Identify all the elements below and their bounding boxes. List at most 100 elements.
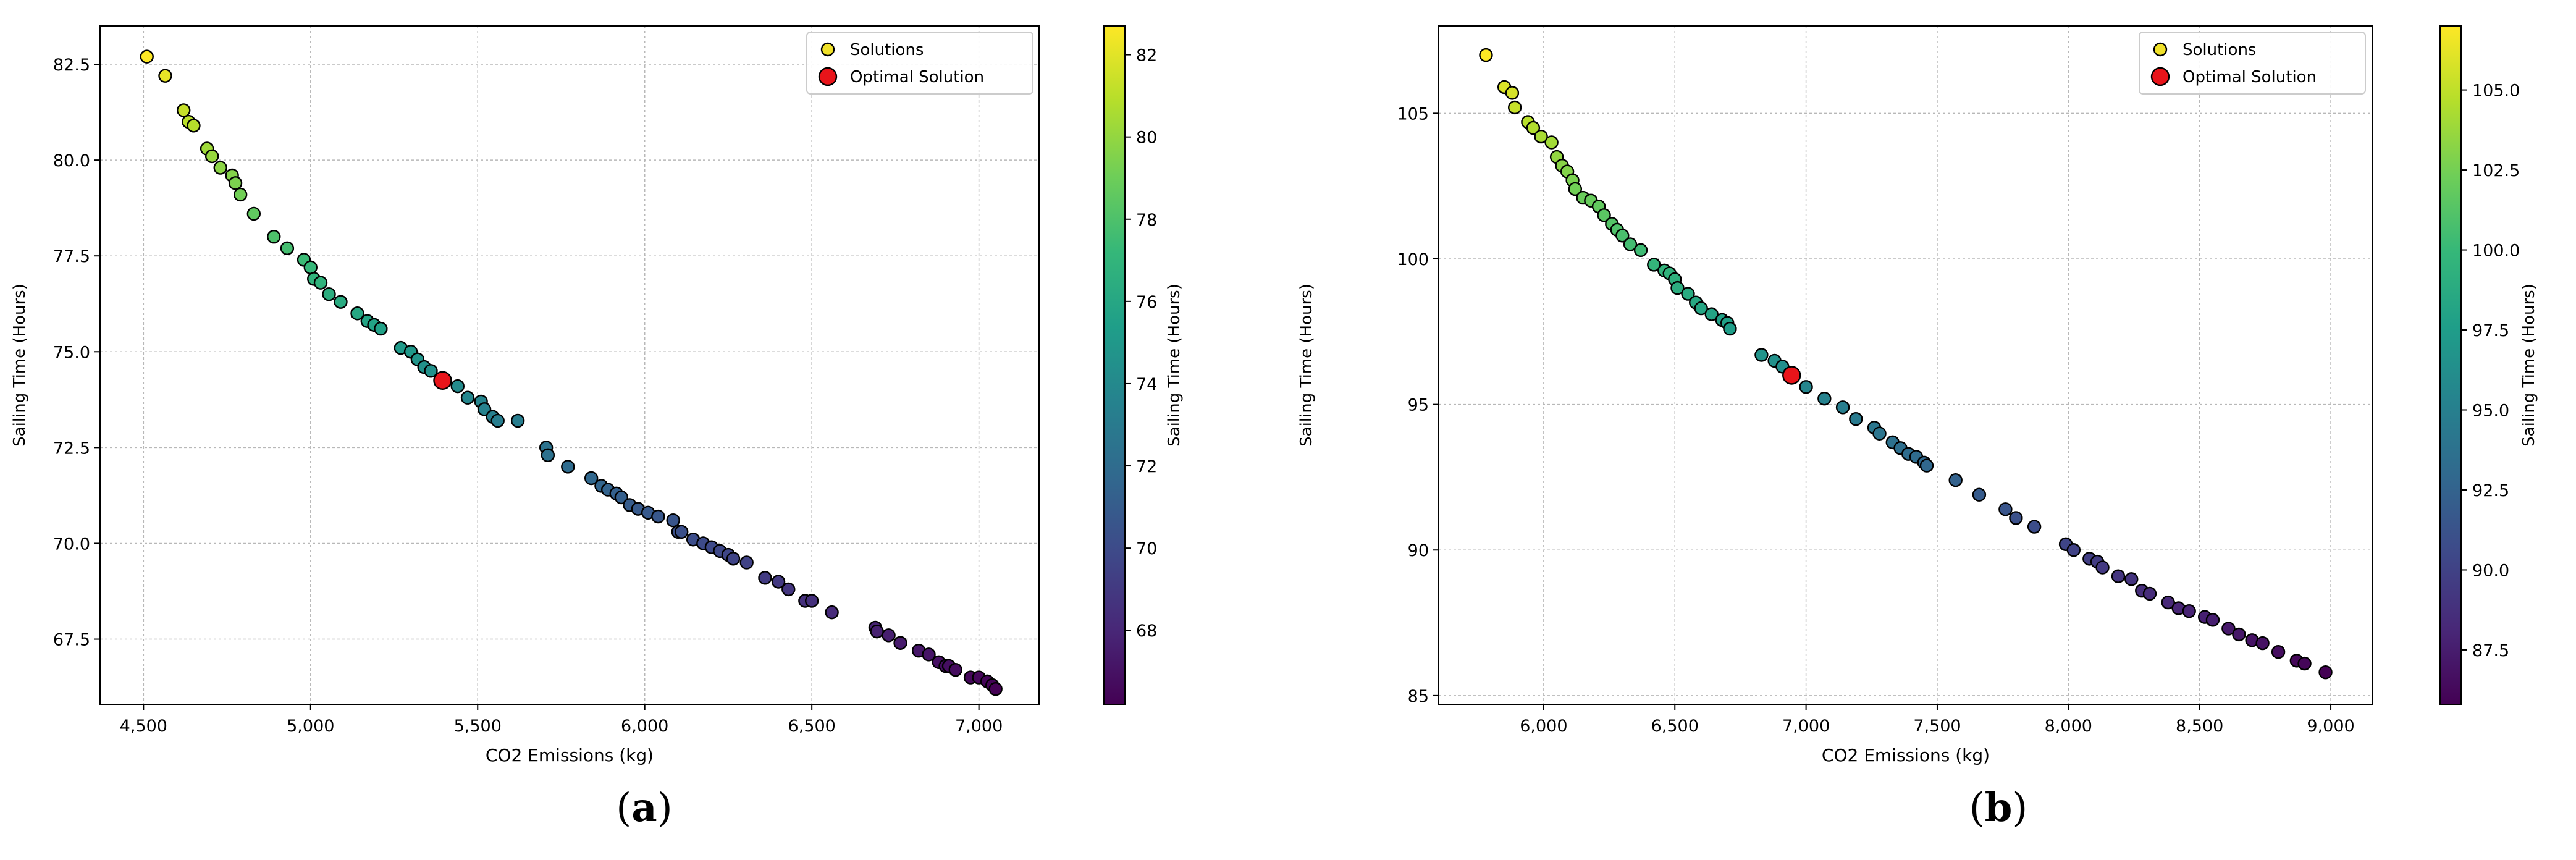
x-axis-label: CO2 Emissions (kg)	[486, 745, 654, 765]
y-axis: 85 90 95 100 105	[1397, 104, 1439, 706]
solution-point	[1670, 280, 1685, 295]
solution-point	[771, 575, 786, 589]
colorbar-tick-label: 87.5	[2472, 641, 2509, 660]
solution-point	[2009, 511, 2023, 525]
colorbar-tick-label: 68	[1136, 622, 1157, 641]
colorbar-label: Sailing Time (Hours)	[1165, 284, 1184, 447]
solution-point	[322, 287, 336, 301]
colorbar-tick-label: 82	[1136, 46, 1157, 65]
colorbar-tick-label: 97.5	[2472, 321, 2509, 340]
solution-point	[2221, 622, 2236, 636]
solution-point	[303, 260, 318, 275]
x-tick-label: 5,000	[287, 717, 334, 736]
y-axis-label: Sailing Time (Hours)	[11, 284, 29, 447]
solution-point	[2318, 665, 2333, 680]
chart-panel-b: 6,000 6,500 7,000 7,500 8,000 8,500 9,000 CO2 E…	[1288, 0, 2576, 860]
legend-box	[2139, 32, 2366, 95]
x-tick-label: 6,500	[788, 717, 836, 736]
y-tick-label: 95	[1408, 396, 1429, 415]
legend-marker-solutions	[820, 42, 835, 57]
solution-point	[781, 582, 796, 597]
solution-point	[313, 276, 328, 290]
y-tick-label: 72.5	[53, 439, 90, 458]
panel-label-b: b	[1984, 785, 2013, 831]
colorbar-tick-label: 95.0	[2472, 402, 2509, 421]
solution-point	[726, 552, 741, 566]
solution-point	[1507, 100, 1522, 115]
colorbar-tick-label: 74	[1136, 375, 1157, 394]
colorbar-tick-label: 100.0	[2472, 242, 2520, 261]
solution-point	[2255, 636, 2270, 651]
x-tick-label: 7,000	[955, 717, 1003, 736]
solution-point	[666, 513, 680, 528]
solution-point	[1754, 348, 1769, 362]
y-tick-label: 90	[1408, 541, 1429, 560]
solution-point	[1544, 135, 1559, 150]
solution-point	[177, 103, 191, 117]
solution-point	[460, 390, 475, 405]
solution-point	[1817, 391, 1832, 406]
solution-point	[1647, 258, 1661, 272]
solution-point	[825, 605, 839, 620]
solution-point	[1505, 86, 1520, 100]
x-tick-label: 6,000	[621, 717, 668, 736]
solution-point	[882, 628, 896, 643]
solution-point	[140, 49, 154, 64]
colorbar	[1103, 25, 1126, 705]
solution-point	[1704, 307, 1719, 321]
solution-point	[1998, 502, 2013, 516]
solution-point	[477, 402, 492, 416]
solution-point	[2182, 604, 2196, 618]
optimal-solution-point	[1782, 366, 1801, 385]
plot-frame	[99, 25, 1040, 705]
colorbar-tick-label: 72	[1136, 457, 1157, 476]
solution-point	[948, 662, 962, 677]
x-axis-label: CO2 Emissions (kg)	[1822, 745, 1990, 765]
solution-point	[246, 206, 261, 221]
x-tick-label: 5,500	[454, 717, 502, 736]
solution-point	[2161, 595, 2175, 610]
solution-point	[267, 229, 281, 244]
solution-point	[2205, 613, 2220, 627]
y-tick-label: 67.5	[53, 631, 90, 650]
solution-point	[1972, 487, 1987, 502]
optimal-solution-point	[433, 371, 452, 390]
solution-point	[1623, 237, 1638, 251]
solution-point	[2111, 569, 2126, 583]
solution-point	[2271, 644, 2286, 659]
colorbar	[2439, 25, 2462, 705]
solution-point	[1694, 301, 1708, 316]
legend-marker-optimal	[2150, 67, 2170, 86]
legend-label-optimal: Optimal Solution	[850, 68, 984, 86]
legend: Solutions Optimal Solution	[2139, 32, 2366, 95]
y-tick-label: 100	[1397, 250, 1429, 269]
solution-point	[804, 594, 819, 608]
x-tick-label: 9,000	[2307, 717, 2354, 736]
legend-label-solutions: Solutions	[850, 41, 924, 59]
solution-point	[2027, 520, 2042, 534]
colorbar-tick-label: 70	[1136, 539, 1157, 559]
solution-point	[1633, 243, 1648, 258]
solution-point	[2066, 543, 2081, 557]
x-tick-label: 7,000	[1782, 717, 1830, 736]
solution-point	[213, 161, 227, 175]
colorbar-label: Sailing Time (Hours)	[2520, 284, 2538, 447]
solution-point	[510, 413, 525, 428]
solution-point	[1872, 426, 1887, 441]
y-tick-label: 80.0	[53, 151, 90, 171]
scatter-chart-a: 4,500 5,000 5,500 6,000 6,500 7,000 CO2 Emissi…	[11, 25, 1184, 765]
solution-point	[1568, 182, 1583, 196]
colorbar-tick-label: 78	[1136, 211, 1157, 230]
panel-caption-b: (b)	[1969, 785, 2028, 831]
x-tick-label: 4,500	[120, 717, 167, 736]
x-axis: 4,500 5,000 5,500 6,000 6,500 7,000	[120, 704, 1003, 736]
x-tick-label: 8,000	[2045, 717, 2092, 736]
y-tick-label: 75.0	[53, 343, 90, 362]
solution-point	[228, 176, 243, 190]
solution-point	[334, 295, 348, 309]
solution-point	[922, 647, 936, 662]
x-axis: 6,000 6,500 7,000 7,500 8,000 8,500 9,000	[1520, 704, 2355, 736]
colorbar-tick-label: 80	[1136, 129, 1157, 148]
solution-point	[490, 413, 505, 428]
solution-point	[1919, 458, 1934, 473]
